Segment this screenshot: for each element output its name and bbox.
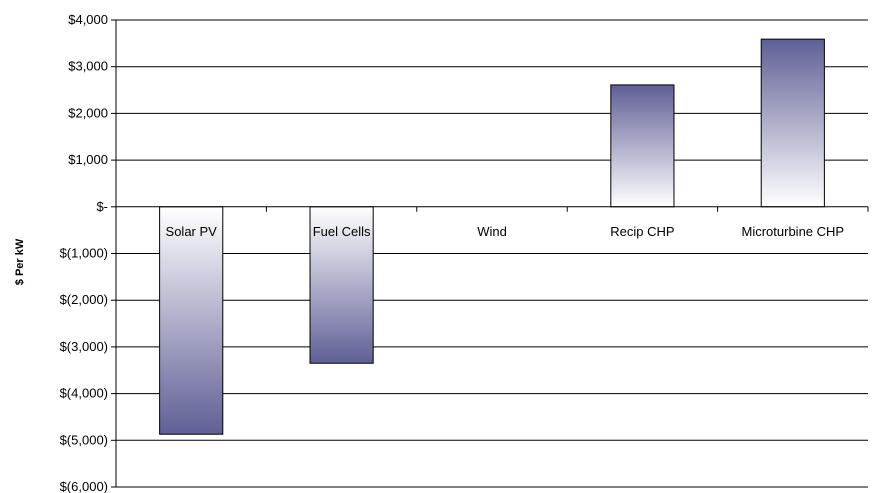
bar-recip-chp — [610, 84, 675, 208]
x-category-label: Solar PV — [166, 224, 218, 239]
labels: $4,000 $3,000 $2,000 $1,000 $- $(1,000) $(2,00… — [60, 12, 845, 493]
x-category-label: Wind — [477, 224, 507, 239]
gridlines — [116, 19, 868, 488]
y-tick-label: $(4,000) — [60, 386, 108, 401]
y-tick-label: $(5,000) — [60, 432, 108, 447]
y-tick-label: $(6,000) — [60, 479, 108, 493]
y-axis-label: $ Per kW — [14, 238, 26, 285]
x-category-label: Microturbine CHP — [742, 224, 845, 239]
bar-microturbine-chp — [760, 38, 825, 208]
y-tick-label: $(1,000) — [60, 246, 108, 261]
y-tick-label: $2,000 — [68, 105, 108, 120]
bar-fuel-cells — [309, 206, 374, 364]
y-tick-label: $- — [96, 199, 108, 214]
x-category-label: Fuel Cells — [313, 224, 371, 239]
x-category-label: Recip CHP — [610, 224, 674, 239]
y-tick-label: $(3,000) — [60, 339, 108, 354]
bar-solar-pv — [159, 206, 224, 435]
y-tick-label: $4,000 — [68, 12, 108, 27]
y-tick-label: $3,000 — [68, 59, 108, 74]
y-tick-label: $1,000 — [68, 152, 108, 167]
axes — [111, 19, 869, 488]
y-tick-label: $(2,000) — [60, 292, 108, 307]
